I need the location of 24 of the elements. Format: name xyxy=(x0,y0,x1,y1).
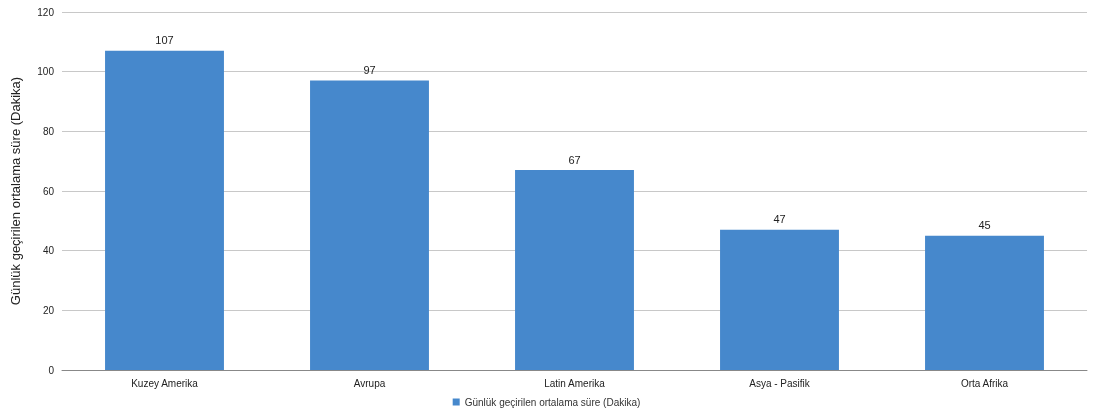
y-tick-label: 60 xyxy=(42,185,55,197)
data-label: 67 xyxy=(568,153,581,166)
x-tick-label: Asya - Pasifik xyxy=(749,377,811,389)
x-tick-label: Avrupa xyxy=(353,377,386,389)
legend-label: Günlük geçirilen ortalama süre (Dakika) xyxy=(464,396,641,408)
bar xyxy=(105,50,224,370)
data-label: 47 xyxy=(773,213,786,226)
y-tick-label: 40 xyxy=(42,245,55,257)
bar xyxy=(720,229,839,370)
x-tick-label: Kuzey Amerika xyxy=(131,377,199,389)
data-label: 97 xyxy=(363,64,376,77)
bar xyxy=(515,170,634,370)
x-tick-label: Latin Amerika xyxy=(544,377,606,389)
x-tick-label: Orta Afrika xyxy=(960,377,1009,389)
y-axis-title: Günlük geçirilen ortalama süre (Dakika) xyxy=(8,76,23,306)
bar xyxy=(925,235,1044,370)
y-tick-label: 80 xyxy=(42,125,55,137)
y-tick-label: 0 xyxy=(48,364,55,376)
y-tick-label: 20 xyxy=(42,304,55,316)
bar xyxy=(310,80,429,370)
data-label: 45 xyxy=(978,219,991,232)
data-label: 107 xyxy=(155,34,174,47)
y-tick-label: 100 xyxy=(37,66,55,78)
y-tick-label: 120 xyxy=(37,6,55,18)
